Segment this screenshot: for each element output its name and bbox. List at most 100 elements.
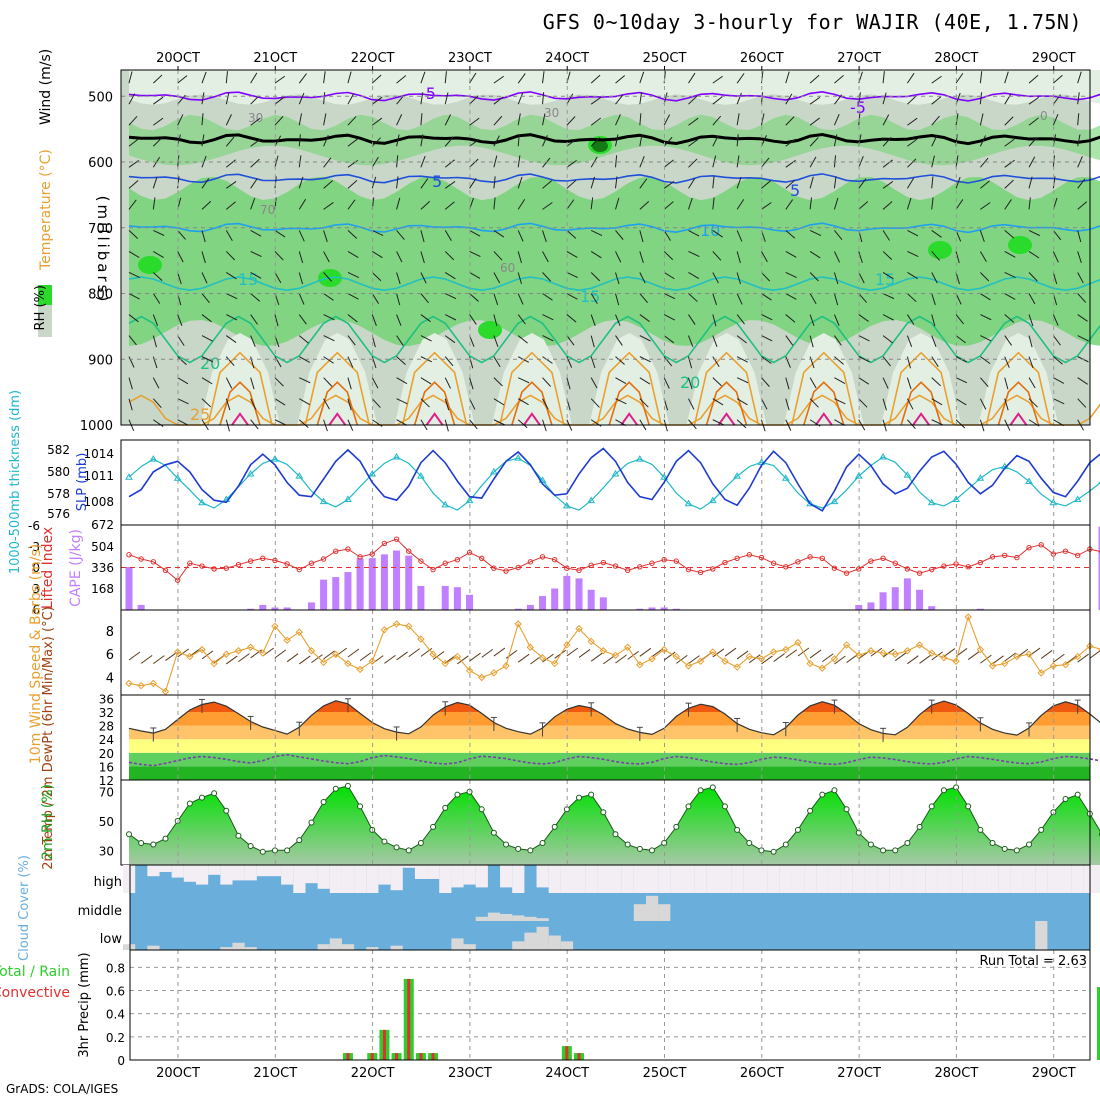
wind-barb xyxy=(688,293,698,302)
rh-marker xyxy=(685,803,692,810)
contour-label: 10 xyxy=(700,221,720,240)
wind-barb xyxy=(274,356,282,368)
wind-barb xyxy=(615,314,621,326)
wind-barb xyxy=(590,293,598,305)
wind-barb xyxy=(128,272,141,279)
lifted-index-marker xyxy=(795,559,801,565)
precip-convective-bar xyxy=(407,978,411,1060)
wind-barb xyxy=(785,93,793,105)
wind-barb xyxy=(907,117,918,126)
wind-barb xyxy=(347,293,359,300)
wind-barb xyxy=(542,377,552,387)
cloud-clear-high xyxy=(621,865,634,893)
wind-speed-marker xyxy=(757,655,766,663)
rh-contour-label: 60 xyxy=(500,261,515,275)
wind-speed-marker xyxy=(696,657,705,665)
wind-barb xyxy=(517,653,530,663)
wind-barb xyxy=(347,138,358,147)
wind-barb xyxy=(444,159,455,168)
wind-barb xyxy=(809,335,814,348)
wind-barb xyxy=(165,652,177,661)
rh-dry-plume xyxy=(881,333,962,425)
wind-speed-marker xyxy=(234,647,243,655)
wind-barb xyxy=(469,398,476,410)
wind-barb xyxy=(347,335,356,346)
rh-marker xyxy=(709,784,716,791)
wind-speed-marker xyxy=(733,663,741,671)
wind-barb xyxy=(152,356,158,369)
wind-barb xyxy=(420,178,429,189)
wind-barb xyxy=(712,335,718,348)
wind-barb xyxy=(226,293,238,300)
wind-barb xyxy=(152,377,160,389)
temperature-contour-35 xyxy=(1009,412,1028,426)
x-tick-label-top: 28OCT xyxy=(935,51,979,66)
cloud-bar-low xyxy=(329,938,342,950)
lifted-index-marker xyxy=(357,554,363,560)
wind-barb xyxy=(371,377,379,389)
wind-barb xyxy=(979,230,985,242)
cloud-clear-high xyxy=(731,865,744,893)
wind-barb xyxy=(688,398,695,410)
rh-dry-plume xyxy=(394,333,475,425)
wind-barb xyxy=(444,230,452,241)
wind-barb xyxy=(834,74,844,84)
cloud-clear-high xyxy=(439,865,452,893)
wind-barb xyxy=(615,356,625,365)
lifted-index-marker xyxy=(892,560,898,566)
wind-barb xyxy=(299,377,311,384)
wind-barb xyxy=(736,650,749,660)
wind-barb xyxy=(688,177,696,189)
cloud-bar-middle xyxy=(536,918,549,921)
wind-barb xyxy=(298,92,305,105)
y-tick-label-left: 6 xyxy=(32,603,40,617)
wind-barb xyxy=(663,181,675,189)
x-tick-label-bottom: 25OCT xyxy=(643,1066,687,1081)
wind-barb xyxy=(420,200,431,210)
lifted-index-marker xyxy=(551,557,558,563)
lifted-index-marker xyxy=(637,564,643,570)
wind-barb xyxy=(274,75,286,84)
wind-barb xyxy=(1052,113,1059,126)
y-tick-label-right: 1008 xyxy=(83,495,114,509)
cloud-clear-high xyxy=(658,865,671,893)
x-tick-label-top: 21OCT xyxy=(253,51,297,66)
lifted-index-marker xyxy=(138,556,144,562)
wind-barb xyxy=(785,335,794,346)
y-tick-label: 700 xyxy=(88,222,113,237)
wind-barb xyxy=(882,201,893,210)
wind-speed-marker xyxy=(137,681,145,690)
wind-barb xyxy=(809,649,822,659)
wind-barb xyxy=(298,335,309,344)
thickness-marker xyxy=(271,455,279,462)
wind-barb xyxy=(128,138,139,147)
wind-barb xyxy=(919,654,931,664)
thickness-marker xyxy=(149,455,158,462)
wind-barb xyxy=(736,398,748,406)
wind-barb xyxy=(566,199,575,210)
rh-marker xyxy=(892,847,899,854)
wind-barb xyxy=(469,293,479,302)
cloud-clear-high xyxy=(743,865,756,893)
lifted-index-marker xyxy=(187,560,193,566)
wind-barb xyxy=(225,419,230,432)
wind-barb xyxy=(882,181,894,189)
wind-barb xyxy=(347,230,358,239)
wind-barb xyxy=(371,272,382,282)
x-tick-label-bottom: 29OCT xyxy=(1032,1066,1076,1081)
cloud-clear-high xyxy=(718,865,732,893)
wind-barb xyxy=(201,92,205,105)
wind-barb xyxy=(615,377,627,385)
wind-speed-marker xyxy=(928,649,936,657)
wind-barb xyxy=(931,314,936,327)
wind-barb xyxy=(785,179,795,189)
wind-barb xyxy=(663,114,671,126)
rh-marker xyxy=(515,845,522,852)
cloud-clear-high xyxy=(852,865,865,893)
wind-barb xyxy=(590,229,603,237)
wind-barb xyxy=(688,229,700,237)
lifted-index-marker xyxy=(770,560,777,566)
wind-barb xyxy=(286,653,299,663)
wind-speed-marker xyxy=(745,652,753,661)
wind-barb xyxy=(201,272,208,284)
